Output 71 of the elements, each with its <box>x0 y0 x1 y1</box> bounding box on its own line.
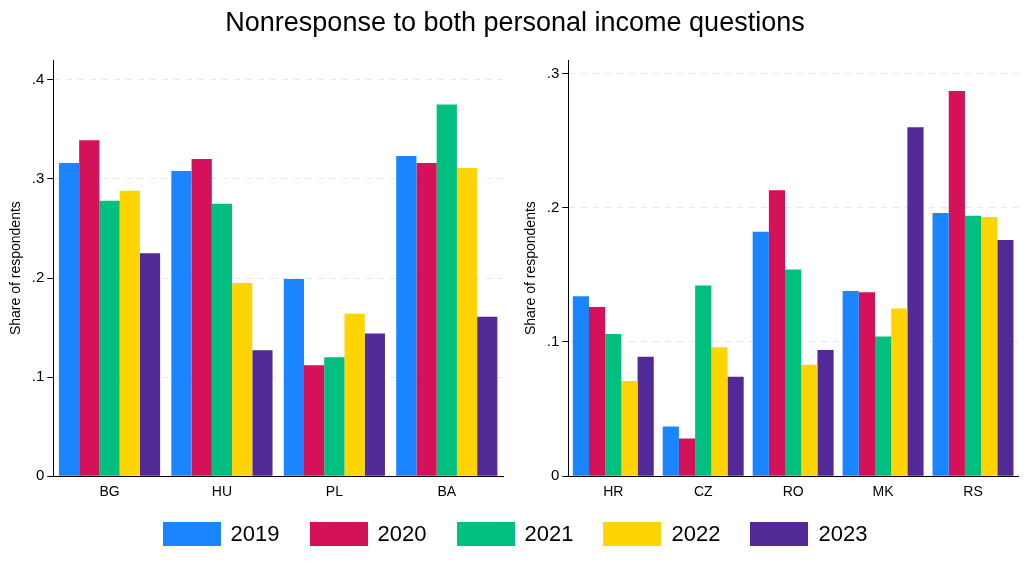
y-tick-label: .2 <box>546 197 560 215</box>
bar <box>891 308 908 476</box>
bar <box>211 203 233 476</box>
bar <box>436 104 457 476</box>
legend-label: 2022 <box>671 521 721 547</box>
bar <box>252 350 273 476</box>
y-tick-label: .2 <box>31 268 45 286</box>
legend-label: 2021 <box>524 521 574 547</box>
bar <box>416 163 437 476</box>
legend-label: 2019 <box>230 521 280 547</box>
bar <box>817 350 834 476</box>
bar <box>768 190 786 476</box>
bar <box>572 296 589 476</box>
bar <box>605 333 622 476</box>
x-tick-label: BG <box>99 483 120 500</box>
x-tick-label: CZ <box>693 483 713 500</box>
y-axis-title: Share of respondents <box>7 201 24 336</box>
bar <box>364 333 385 476</box>
bar <box>621 380 638 476</box>
y-tick-label: .1 <box>546 332 560 350</box>
x-tick-label: BA <box>437 483 457 500</box>
bar <box>948 90 965 476</box>
bar <box>79 140 100 476</box>
bar <box>283 279 305 476</box>
y-tick-label: 0 <box>35 466 45 484</box>
y-tick-label: .3 <box>546 63 560 81</box>
legend-label: 2020 <box>377 521 427 547</box>
bar <box>932 213 949 476</box>
bar <box>139 253 161 476</box>
x-tick-label: RO <box>782 483 804 500</box>
bar <box>801 364 818 476</box>
bar <box>842 290 859 476</box>
y-tick-label: .1 <box>31 367 45 385</box>
bar <box>477 316 498 476</box>
bar <box>637 356 654 476</box>
y-tick-label: 0 <box>550 466 560 484</box>
bar <box>304 365 325 476</box>
bar <box>171 170 192 476</box>
y-tick-label: .4 <box>31 69 45 87</box>
bar <box>99 200 120 476</box>
x-tick-label: RS <box>963 483 983 500</box>
bar <box>695 285 712 476</box>
x-tick-label: PL <box>325 483 344 500</box>
y-axis-title: Share of respondents <box>522 201 539 336</box>
x-tick-label: MK <box>872 483 895 500</box>
bar <box>727 376 744 476</box>
chart-title: Nonresponse to both personal income questions <box>224 6 806 39</box>
legend-label: 2023 <box>818 521 868 547</box>
bar <box>58 163 80 476</box>
bar <box>678 438 696 476</box>
bar <box>964 215 982 476</box>
bar <box>785 269 802 476</box>
bar <box>662 426 679 476</box>
bar <box>119 190 140 476</box>
bar <box>858 292 875 476</box>
bar <box>324 357 345 476</box>
bar <box>344 313 365 476</box>
x-tick-label: HR <box>603 483 624 500</box>
bar <box>191 159 212 476</box>
bar <box>589 307 606 476</box>
bar <box>752 231 769 476</box>
bar <box>711 347 728 476</box>
bar <box>875 336 892 476</box>
bar <box>997 239 1014 476</box>
y-tick-label: .3 <box>31 169 45 187</box>
bar <box>396 156 417 476</box>
bar <box>907 127 924 476</box>
bar <box>981 217 998 476</box>
bar <box>456 168 478 476</box>
bar <box>232 282 253 476</box>
x-tick-label: HU <box>211 483 233 500</box>
